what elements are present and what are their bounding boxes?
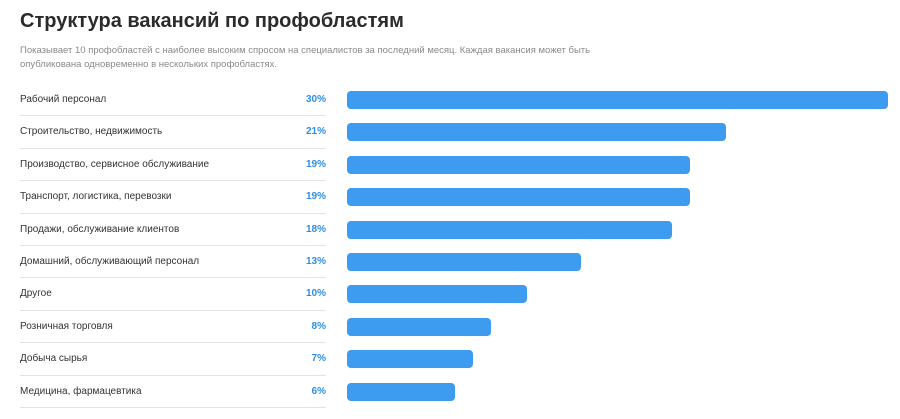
row-divider: [20, 309, 326, 311]
category-label: Продажи, обслуживание клиентов: [20, 223, 180, 235]
bar: [347, 188, 690, 207]
bar: [347, 253, 582, 271]
chart-row: Продажи, обслуживание клиентов 18%: [0, 214, 900, 246]
bar: [347, 382, 456, 401]
category-label: Добыча сырья: [20, 353, 88, 365]
bar: [347, 91, 888, 109]
value-label: 6%: [311, 385, 326, 397]
chart-row: Производство, сервисное обслуживание 19%: [0, 149, 900, 182]
value-label: 19%: [305, 158, 326, 170]
category-label: Другое: [20, 288, 52, 300]
category-label: Розничная торговля: [20, 320, 113, 332]
chart-row: Строительство, недвижимость 21%: [0, 116, 900, 149]
value-label: 10%: [305, 288, 326, 300]
value-label: 7%: [311, 353, 326, 365]
category-label: Медицина, фармацевтика: [20, 385, 142, 397]
category-label: Домашний, обслуживающий персонал: [20, 256, 200, 267]
row-divider: [20, 374, 326, 376]
category-label: Рабочий персонал: [20, 94, 107, 105]
row-divider: [20, 277, 326, 279]
value-label: 13%: [305, 256, 326, 267]
row-divider: [20, 115, 326, 117]
chart-row: Добыча сырья 7%: [0, 343, 900, 376]
chart-row: Транспорт, логистика, перевозки 19%: [0, 181, 900, 214]
row-divider: [20, 406, 326, 408]
category-label: Строительство, недвижимость: [20, 126, 163, 138]
chart-row: Медицина, фармацевтика 6%: [0, 376, 900, 408]
bar: [347, 285, 528, 304]
value-label: 21%: [305, 126, 326, 138]
category-label: Производство, сервисное обслуживание: [20, 158, 210, 170]
value-label: 30%: [305, 94, 326, 105]
chart-title: Структура вакансий по профобластям: [20, 10, 404, 32]
row-divider: [20, 212, 326, 214]
chart-row: Другое 10%: [0, 278, 900, 311]
row-divider: [20, 147, 326, 149]
value-label: 18%: [305, 223, 326, 235]
bar: [347, 317, 492, 336]
row-divider: [20, 180, 326, 182]
bar: [347, 155, 690, 174]
chart-subtitle: Показывает 10 профобластей с наиболее вы…: [20, 45, 591, 70]
bar: [347, 220, 672, 239]
value-label: 8%: [311, 320, 326, 332]
chart-row: Домашний, обслуживающий персонал 13%: [0, 246, 900, 279]
bar: [347, 350, 474, 369]
row-divider: [20, 342, 326, 344]
chart-row: Розничная торговля 8%: [0, 311, 900, 344]
row-divider: [20, 244, 326, 246]
bar: [347, 123, 726, 142]
chart-row: Рабочий персонал 30%: [0, 84, 900, 117]
category-label: Транспорт, логистика, перевозки: [20, 191, 172, 203]
value-label: 19%: [305, 191, 326, 203]
